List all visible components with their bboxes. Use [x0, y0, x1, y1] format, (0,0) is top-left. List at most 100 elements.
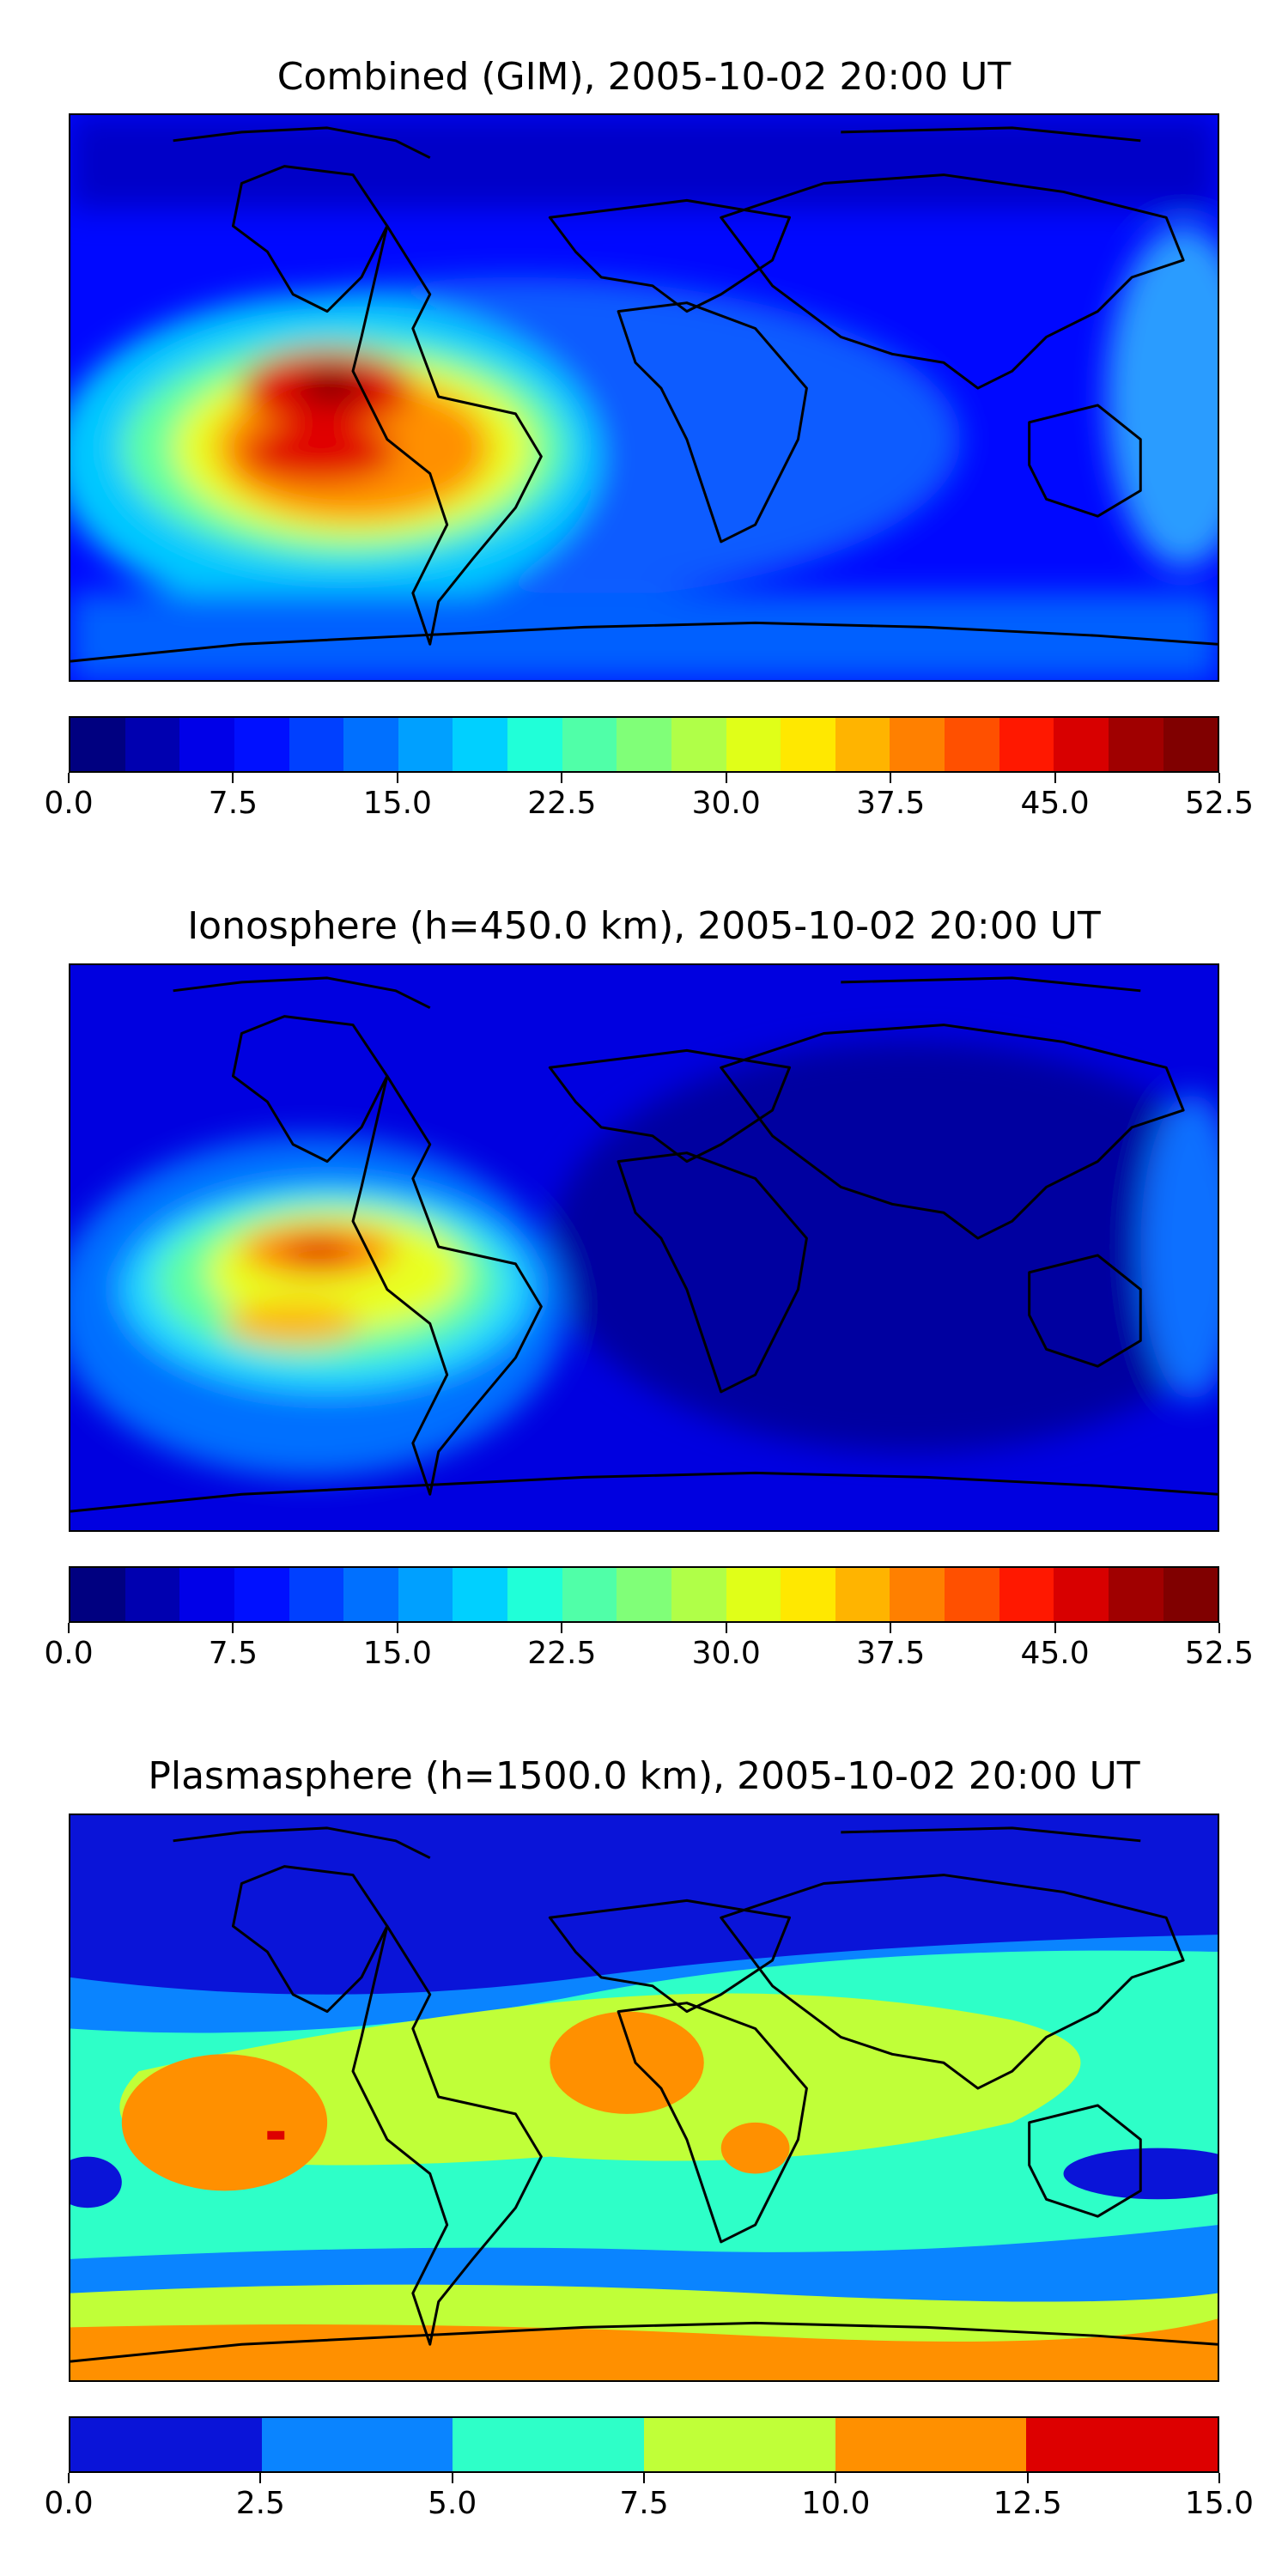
colorbar-segment: [70, 1568, 125, 1621]
tec-map-plasmasphere: [70, 1815, 1218, 2380]
colorbar-tick-mark: [725, 773, 727, 783]
colorbar-tick-mark: [68, 2473, 70, 2483]
colorbar-tick-label: 22.5: [527, 1636, 597, 1671]
colorbar-tick-mark: [68, 1623, 70, 1633]
colorbar-segment: [945, 1568, 999, 1621]
map-ionosphere: [69, 963, 1219, 1532]
colorbar-tick-mark: [1218, 773, 1220, 783]
colorbar-tick-label: 52.5: [1184, 1636, 1255, 1671]
colorbar-segment: [1054, 1568, 1109, 1621]
colorbar-tick-mark: [890, 1623, 892, 1633]
colorbar-segment: [289, 718, 344, 771]
colorbar-segment: [835, 1568, 890, 1621]
colorbar-segment: [179, 718, 234, 771]
colorbar-segment: [890, 718, 945, 771]
coastlines-plasmasphere: [70, 1826, 1218, 2363]
panel-title-plasmasphere: Plasmasphere (h=1500.0 km), 2005-10-02 2…: [148, 1754, 1140, 1798]
colorbar-combined: [69, 716, 1219, 773]
colorbar-segment: [835, 2418, 1027, 2471]
colorbar-segment: [343, 1568, 398, 1621]
colorbar-tick-label: 7.5: [619, 2486, 669, 2521]
colorbar-segment: [507, 1568, 562, 1621]
colorbar-segment: [70, 2418, 262, 2471]
colorbar-tick-mark: [835, 2473, 837, 2483]
colorbar-segment: [617, 718, 671, 771]
colorbar-tick-label: 0.0: [44, 786, 94, 821]
colorbar-tick-mark: [232, 1623, 234, 1633]
colorbar-tick-mark: [451, 2473, 453, 2483]
colorbar-segment: [507, 718, 562, 771]
colorbar-tick-label: 0.0: [44, 2486, 94, 2521]
colorbar-segment: [835, 718, 890, 771]
colorbar-tick-mark: [561, 1623, 563, 1633]
colorbar-segment: [644, 2418, 835, 2471]
colorbar-tick-mark: [561, 773, 563, 783]
colorbar-tick-label: 15.0: [1184, 2486, 1255, 2521]
colorbar-segment: [1054, 718, 1109, 771]
tec-map-ionosphere: [70, 965, 1218, 1530]
colorbar-ticks-ionosphere: 0.0 7.5 15.0 22.5 30.0 37.5 45.0 52.5: [44, 1623, 1254, 1674]
colorbar-tick-label: 22.5: [527, 786, 597, 821]
colorbar-segment: [261, 2418, 453, 2471]
colorbar-segment: [999, 1568, 1054, 1621]
colorbar-segment: [890, 1568, 945, 1621]
colorbar-segment: [289, 1568, 344, 1621]
colorbar-tick-mark: [396, 773, 398, 783]
colorbar-segment: [453, 2418, 645, 2471]
panel-title-ionosphere: Ionosphere (h=450.0 km), 2005-10-02 20:0…: [187, 904, 1101, 948]
tec-map-combined: [70, 115, 1218, 680]
colorbar-segment: [1108, 718, 1163, 771]
colorbar-segment: [398, 718, 453, 771]
colorbar-segment: [343, 718, 398, 771]
colorbar-segment: [1108, 1568, 1163, 1621]
colorbar-segment: [453, 1568, 507, 1621]
colorbar-tick-label: 45.0: [1020, 786, 1090, 821]
colorbar-segment: [562, 1568, 617, 1621]
colorbar-tick-mark: [1218, 1623, 1220, 1633]
colorbar-segment: [179, 1568, 234, 1621]
colorbar-tick-label: 45.0: [1020, 1636, 1090, 1671]
colorbar-segment: [125, 1568, 180, 1621]
colorbar-tick-mark: [1026, 2473, 1029, 2483]
colorbar-tick-label: 30.0: [691, 786, 761, 821]
colorbar-segment: [945, 718, 999, 771]
colorbar-ionosphere: [69, 1566, 1219, 1623]
colorbar-ticks-plasmasphere: 0.0 2.5 5.0 7.5 10.0 12.5 15.0: [44, 2473, 1254, 2524]
colorbar-ticks-combined: 0.0 7.5 15.0 22.5 30.0 37.5 45.0 52.5: [44, 773, 1254, 824]
colorbar-segment: [781, 718, 835, 771]
colorbar-tick-mark: [725, 1623, 727, 1633]
colorbar-tick-label: 5.0: [428, 2486, 477, 2521]
colorbar-tick-mark: [68, 773, 70, 783]
colorbar-plasmasphere: [69, 2416, 1219, 2473]
colorbar-segment: [125, 718, 180, 771]
colorbar-segment: [453, 718, 507, 771]
colorbar-segment: [1163, 718, 1218, 771]
map-combined: [69, 113, 1219, 682]
colorbar-tick-mark: [1054, 1623, 1056, 1633]
colorbar-tick-label: 7.5: [208, 1636, 258, 1671]
colorbar-segment: [617, 1568, 671, 1621]
panel-title-combined: Combined (GIM), 2005-10-02 20:00 UT: [276, 55, 1012, 99]
colorbar-tick-label: 0.0: [44, 1636, 94, 1671]
colorbar-tick-label: 52.5: [1184, 786, 1255, 821]
colorbar-segment: [70, 718, 125, 771]
colorbar-segment: [1026, 2418, 1218, 2471]
colorbar-tick-label: 10.0: [801, 2486, 871, 2521]
coastlines-combined: [70, 126, 1218, 663]
colorbar-segment: [234, 1568, 289, 1621]
colorbar-tick-label: 7.5: [208, 786, 258, 821]
colorbar-tick-label: 30.0: [691, 1636, 761, 1671]
colorbar-tick-label: 12.5: [993, 2486, 1062, 2521]
colorbar-segment: [999, 718, 1054, 771]
colorbar-segment: [726, 1568, 781, 1621]
colorbar-tick-mark: [890, 773, 892, 783]
colorbar-segment: [234, 718, 289, 771]
colorbar-tick-label: 37.5: [856, 786, 926, 821]
colorbar-tick-mark: [1218, 2473, 1220, 2483]
colorbar-tick-mark: [396, 1623, 398, 1633]
map-plasmasphere: [69, 1814, 1219, 2382]
colorbar-segment: [671, 1568, 726, 1621]
colorbar-segment: [1163, 1568, 1218, 1621]
colorbar-segment: [781, 1568, 835, 1621]
colorbar-segment: [398, 1568, 453, 1621]
